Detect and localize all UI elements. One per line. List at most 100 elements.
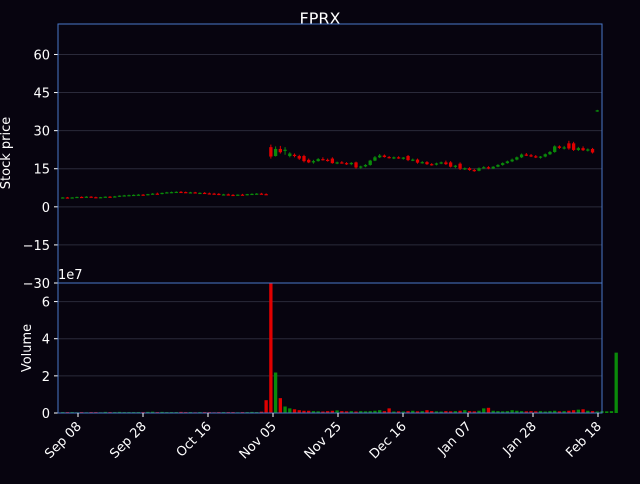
- volume-bar: [297, 410, 301, 413]
- candle-body: [321, 159, 325, 161]
- volume-bar: [515, 410, 519, 413]
- volume-bar: [311, 411, 316, 413]
- volume-bar: [368, 411, 372, 413]
- volume-axis-label: Volume: [20, 324, 35, 372]
- volume-bar: [363, 411, 368, 413]
- candle-body: [255, 193, 259, 195]
- volume-bar: [415, 411, 420, 413]
- volume-bar: [548, 411, 552, 413]
- candle-body: [188, 192, 193, 194]
- candle-body: [132, 194, 136, 197]
- candle-body: [340, 162, 344, 164]
- volume-bar: [344, 411, 349, 413]
- candle-body: [155, 193, 159, 195]
- candle-body: [202, 192, 207, 195]
- volume-bar: [586, 410, 590, 413]
- candle-body: [557, 146, 562, 148]
- candle-body: [448, 162, 453, 167]
- candle-body: [226, 194, 230, 196]
- candle-body: [94, 197, 98, 199]
- candle-body: [174, 191, 178, 194]
- candle-body: [273, 148, 278, 157]
- volume-bar: [146, 411, 150, 413]
- candle-body: [269, 147, 273, 157]
- volume-bar: [553, 410, 557, 413]
- candle-body: [368, 160, 372, 165]
- candle-body: [344, 163, 349, 165]
- volume-bar: [288, 408, 292, 413]
- volume-bar: [117, 411, 122, 413]
- volume-bar: [396, 411, 401, 413]
- candle-body: [467, 168, 472, 171]
- volume-bar: [359, 411, 363, 413]
- volume-bar: [576, 409, 581, 413]
- volume-bar: [354, 411, 358, 413]
- volume-bar: [496, 411, 500, 413]
- volume-bar: [420, 411, 424, 413]
- candle-body: [439, 162, 443, 164]
- price-tick-label: −30: [23, 277, 50, 292]
- candle-body: [316, 159, 320, 162]
- volume-bar: [411, 410, 415, 413]
- candle-body: [396, 157, 401, 159]
- candle-body: [595, 110, 599, 112]
- candle-body: [463, 168, 467, 170]
- candle-body: [486, 167, 491, 169]
- volume-bar: [453, 411, 458, 413]
- volume-tick-label: 4: [42, 333, 50, 348]
- volume-bar: [491, 410, 495, 413]
- candle-body: [193, 192, 197, 194]
- candle-body: [373, 157, 377, 161]
- candle-body: [61, 197, 65, 199]
- volume-bar: [590, 411, 595, 413]
- candle-body: [515, 157, 519, 160]
- candle-body: [401, 157, 405, 159]
- candle-body: [250, 193, 254, 196]
- candle-body: [491, 166, 495, 169]
- candle-body: [165, 192, 169, 194]
- volume-bar: [581, 409, 585, 413]
- volume-bar: [444, 411, 448, 413]
- candle-body: [567, 143, 571, 149]
- volume-bar: [562, 411, 566, 413]
- volume-bar: [316, 411, 320, 413]
- volume-axes-frame: [57, 282, 603, 414]
- volume-bar: [179, 411, 183, 413]
- candle-body: [434, 163, 439, 165]
- volume-bar: [349, 411, 353, 413]
- volume-bar: [307, 410, 311, 413]
- candle-body: [382, 155, 387, 158]
- volume-bar: [614, 352, 618, 413]
- candle-body: [501, 163, 505, 165]
- price-tick-label: 30: [33, 125, 50, 140]
- candle-body: [240, 194, 245, 196]
- price-tick-label: 45: [33, 87, 50, 102]
- volume-bar: [486, 407, 491, 413]
- candle-body: [179, 191, 183, 194]
- volume-bar: [458, 410, 462, 413]
- candle-body: [482, 167, 486, 169]
- volume-bar: [571, 410, 576, 413]
- candle-body: [136, 194, 141, 196]
- volume-bar: [501, 411, 505, 413]
- candle-body: [150, 193, 155, 195]
- volume-bar: [448, 411, 453, 413]
- candle-body: [529, 155, 533, 157]
- candle-body: [141, 194, 145, 196]
- candle-body: [283, 149, 287, 151]
- candle-body: [103, 196, 107, 198]
- volume-bar: [567, 410, 571, 413]
- candle-body: [75, 196, 79, 199]
- candle-body: [349, 162, 353, 165]
- volume-bar: [373, 410, 377, 413]
- volume-bar: [605, 411, 609, 413]
- volume-bar: [283, 406, 287, 413]
- volume-bar: [524, 411, 528, 413]
- candle-body: [236, 194, 240, 196]
- candle-body: [444, 162, 448, 165]
- candle-body: [524, 154, 528, 156]
- price-tick-label: 15: [33, 163, 50, 178]
- candle-body: [70, 197, 74, 199]
